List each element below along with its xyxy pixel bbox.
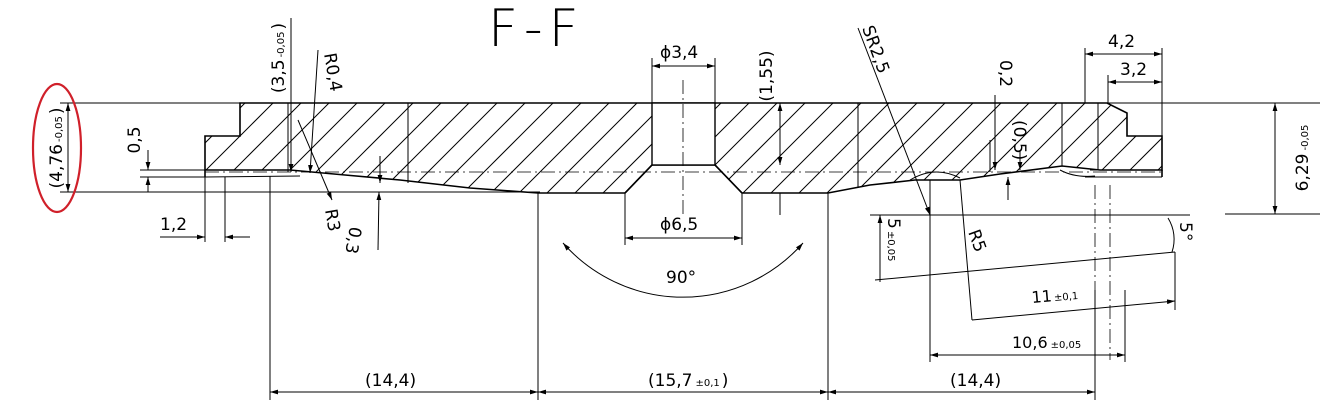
dim-03: 0,3: [340, 225, 364, 255]
svg-text:0,3: 0,3: [340, 225, 364, 255]
dim-5: 5±0,05: [883, 218, 903, 261]
hatch-line: [847, 103, 949, 193]
hatch-line: [1043, 103, 1145, 193]
dim-bottom-right: (14,4): [950, 371, 1001, 391]
hatch-line: [539, 103, 641, 193]
hatch-line: [205, 103, 305, 193]
hatch-line: [819, 103, 921, 193]
svg-text:0,2: 0,2: [995, 60, 1015, 87]
hatch-line: [1184, 100, 1284, 200]
dim-05-left: 0,5: [125, 126, 145, 153]
svg-text:(1,55): (1,55): [757, 50, 777, 101]
svg-text:R3: R3: [320, 207, 344, 233]
svg-text:5°: 5°: [1175, 222, 1195, 241]
svg-text:0,5: 0,5: [125, 126, 145, 153]
hatch-line: [259, 103, 361, 193]
dim-02: 0,2: [995, 60, 1015, 87]
svg-text:R0,4: R0,4: [319, 51, 345, 93]
dim-32: 3,2: [1120, 60, 1147, 80]
hatch-line: [1240, 100, 1340, 200]
hatch-line: [205, 103, 249, 193]
dim-angle-5: 5°: [1175, 222, 1195, 241]
hatch-line: [343, 103, 445, 193]
dim-hole-dia: ϕ3,4: [660, 43, 698, 63]
hatch-line: [735, 103, 837, 193]
hatch-pattern: [205, 100, 1340, 200]
hatch-line: [1015, 103, 1117, 193]
hatch-line: [315, 103, 417, 193]
part-outline: [204, 80, 1340, 360]
hatch-line: [763, 103, 865, 193]
extension-lines: [60, 48, 1320, 400]
dim-hole-depth: (1,55): [757, 50, 777, 101]
svg-text:SR2,5: SR2,5: [857, 23, 893, 76]
svg-text:(0,5): (0,5): [1009, 120, 1029, 160]
dim-bottom-left: (14,4): [365, 371, 416, 391]
hatch-line: [1127, 103, 1162, 193]
dim-angle-90: 90°: [666, 268, 696, 288]
section-title: F-F: [488, 0, 585, 59]
dim-11: 11±0,1: [1031, 284, 1079, 307]
dim-sr25: SR2,5: [857, 23, 893, 76]
dimension-texts: (4,76-0,05) (3,5-0,05) R0,4 0,5 R3 0,3 1…: [31, 23, 1313, 391]
dim-05-right: (0,5): [1009, 120, 1029, 160]
svg-text:(4,76-0,05): (4,76-0,05): [47, 108, 67, 189]
dim-counter-dia: ϕ6,5: [660, 215, 698, 235]
dim-right-height: 6,29-0,05: [1293, 125, 1313, 192]
hatch-line: [1071, 103, 1162, 193]
svg-text:(3,5-0,05): (3,5-0,05): [269, 23, 289, 93]
hatch-line: [707, 103, 809, 193]
dimension-lines: [65, 18, 1278, 395]
hatch-line: [987, 103, 1089, 193]
svg-text:5±0,05: 5±0,05: [883, 218, 903, 261]
hatch-line: [903, 103, 1005, 193]
hatch-line: [427, 103, 529, 193]
dim-106: 10,6 ±0,05: [1012, 333, 1081, 352]
dim-bottom-mid: (15,7 ±0,1): [648, 371, 728, 391]
hatch-line: [455, 103, 557, 193]
hatch-line: [791, 103, 893, 193]
dim-step-depth: (3,5-0,05): [269, 23, 289, 93]
hatch-line: [511, 103, 613, 193]
hatch-line: [371, 103, 473, 193]
dim-r3: R3: [320, 207, 344, 233]
svg-text:6,29-0,05: 6,29-0,05: [1293, 125, 1313, 192]
highlight-ellipse: [31, 82, 83, 214]
dim-left-height: (4,76-0,05): [47, 108, 67, 189]
dim-42: 4,2: [1108, 32, 1135, 52]
dim-r5: R5: [963, 227, 990, 255]
hatch-line: [231, 103, 333, 193]
hatch-line: [287, 103, 389, 193]
hatch-line: [1155, 103, 1162, 193]
svg-text:R5: R5: [963, 227, 990, 255]
dim-r04: R0,4: [319, 51, 345, 93]
hatch-line: [205, 103, 277, 193]
dim-12: 1,2: [160, 215, 187, 235]
hatch-line: [483, 103, 585, 193]
hatch-line: [1099, 103, 1162, 193]
